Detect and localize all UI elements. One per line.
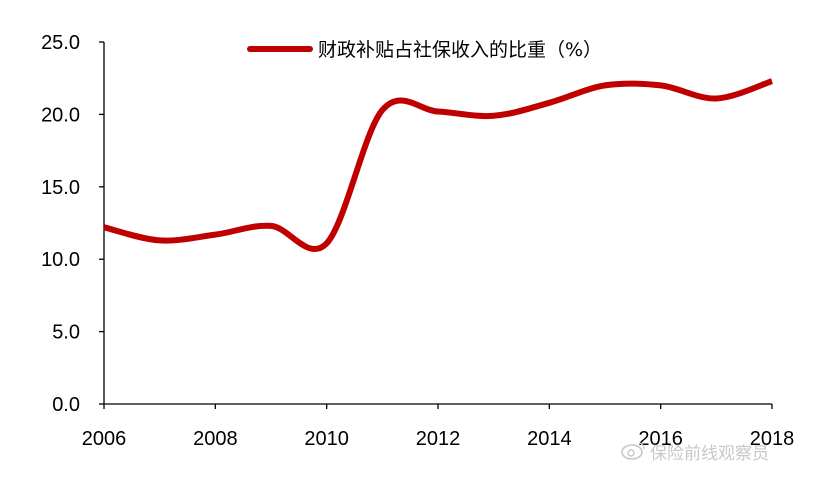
series-layer <box>103 78 773 253</box>
x-tick-label: 2006 <box>82 428 127 450</box>
x-tick-label: 2018 <box>750 428 795 450</box>
y-tick-label: 15.0 <box>41 177 80 199</box>
weibo-icon <box>621 442 645 460</box>
x-tick-label: 2008 <box>193 428 238 450</box>
series-line-0 <box>103 78 773 253</box>
x-axis-ticks: 2006 2008 2010 2012 2014 2016 2018 <box>82 404 795 450</box>
watermark-text: 保险前线观察员 <box>650 444 769 464</box>
x-tick-label: 2016 <box>638 428 683 450</box>
legend: 财政补贴占社保收入的比重（%） <box>247 39 602 61</box>
x-tick-label: 2010 <box>304 428 349 450</box>
legend-label: 财政补贴占社保收入的比重（%） <box>318 39 602 61</box>
y-axis-ticks: 0.0 5.0 10.0 15.0 20.0 25.0 <box>41 32 104 416</box>
x-tick-label: 2012 <box>416 428 461 450</box>
y-tick-label: 25.0 <box>41 32 80 54</box>
axes <box>103 42 772 405</box>
y-tick-label: 10.0 <box>41 249 80 271</box>
y-tick-label: 0.0 <box>52 394 80 416</box>
watermark: 保险前线观察员 <box>621 442 769 464</box>
x-tick-label: 2014 <box>527 428 572 450</box>
y-tick-label: 20.0 <box>41 104 80 126</box>
y-tick-label: 5.0 <box>52 322 80 344</box>
